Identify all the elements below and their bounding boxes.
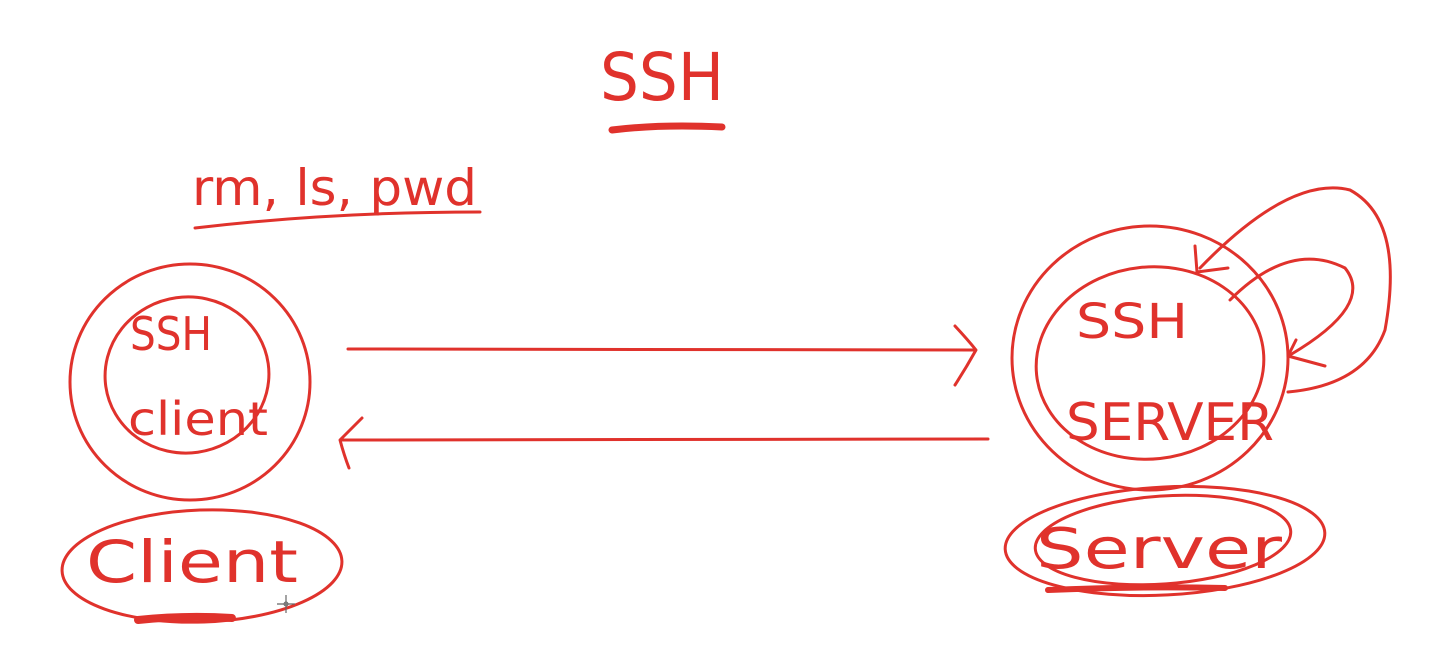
client-label-underline xyxy=(138,617,232,620)
client-inner-line2: client xyxy=(128,392,268,446)
request-arrowhead xyxy=(955,326,976,385)
response-arrow-line xyxy=(342,439,988,440)
request-arrow-line xyxy=(348,349,975,350)
server-label-underline xyxy=(1048,587,1225,590)
client-inner-line1: SSH xyxy=(130,307,212,361)
server-inner-line2: SERVER xyxy=(1066,393,1274,453)
crosshair-cursor-icon xyxy=(276,594,296,614)
client-label: Client xyxy=(86,528,298,596)
commands-label: rm, ls, pwd xyxy=(192,159,477,217)
title-ssh: SSH xyxy=(600,39,724,116)
server-label: Server xyxy=(1036,517,1283,582)
response-arrowhead xyxy=(340,418,362,468)
server-loop-inner xyxy=(1230,259,1353,355)
title-underline xyxy=(612,126,722,130)
server-inner-line1: SSH xyxy=(1076,294,1188,350)
